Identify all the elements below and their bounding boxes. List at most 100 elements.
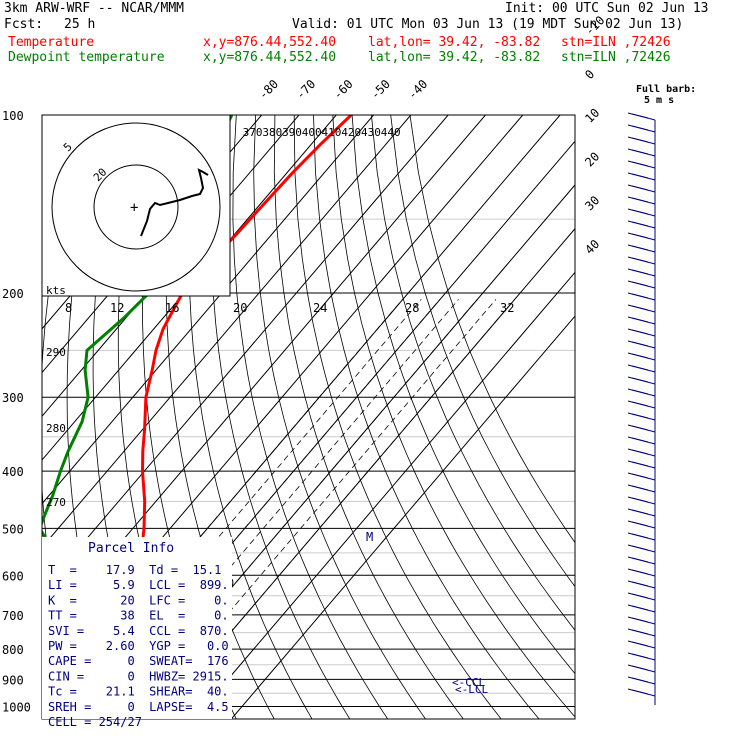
pressure-label: 600	[2, 569, 24, 583]
left-theta-label: 280	[46, 422, 66, 435]
wind-barb	[627, 184, 656, 193]
wind-barb	[627, 268, 656, 277]
forecast-label: Fcst:	[4, 17, 44, 32]
dry-adiabat-line	[313, 115, 540, 719]
isotherm-line	[42, 115, 337, 461]
wind-barb	[627, 232, 656, 241]
hodograph-ring	[93, 164, 179, 250]
pressure-label: 400	[2, 465, 24, 479]
plot-frame	[41, 114, 576, 720]
wind-barb	[627, 676, 656, 685]
dewpoint-station: stn=ILN ,72426	[561, 50, 671, 65]
parcel-line: CIN = 0 HWBZ= 2915.	[48, 669, 229, 683]
wind-barb-flag	[627, 592, 649, 599]
wind-barb	[627, 592, 656, 601]
isotherm-label: 0	[582, 67, 597, 82]
pressure-label: 100	[2, 109, 24, 123]
moist-adiabat-line	[156, 299, 515, 719]
dry-adiabat-line	[273, 115, 464, 719]
dry-adiabat-line	[351, 115, 575, 675]
wind-scale-label: 16	[165, 301, 179, 315]
wind-barb-flag	[627, 244, 649, 251]
wind-scale-label: 28	[405, 301, 419, 315]
dry-adiabat-line	[293, 115, 502, 719]
wind-barb-unit: 5 m s	[644, 95, 674, 106]
isotherm-label: 40	[582, 237, 602, 257]
wind-barb	[627, 568, 656, 577]
isotherm-label: -40	[405, 77, 430, 102]
dry-adiabat-line	[390, 115, 575, 588]
wind-barb	[627, 304, 656, 313]
wind-barb-flag	[627, 484, 649, 491]
wind-barb-flag	[627, 220, 649, 227]
wind-barb	[627, 388, 656, 397]
wind-barb	[627, 256, 656, 265]
wind-barb-flag	[627, 172, 649, 179]
theta-label: 390	[282, 126, 302, 139]
wind-barb	[627, 148, 656, 157]
wind-barb	[627, 556, 656, 565]
hodograph-ring	[51, 122, 221, 292]
temperature-latlon: lat,lon= 39.42, -83.82	[368, 35, 541, 50]
wind-barb-flag	[627, 412, 649, 419]
theta-label: 380	[262, 126, 282, 139]
wind-barb-flag	[627, 640, 649, 647]
wind-barb-flag	[627, 460, 649, 467]
wind-barb-flag	[627, 280, 649, 287]
parcel-line: CELL = 254/27	[48, 715, 142, 729]
wind-barb-flag	[627, 196, 649, 203]
wind-barb-flag	[627, 112, 649, 119]
wind-scale-label: 20	[233, 301, 247, 315]
dry-adiabat-line	[0, 115, 24, 719]
wind-barb	[627, 496, 656, 505]
wind-barb	[627, 136, 656, 145]
parcel-title: Parcel Info	[88, 541, 174, 556]
wind-barb	[627, 448, 656, 457]
parcel-line: K = 20 LFC = 0.	[48, 593, 229, 607]
theta-label: 410	[322, 126, 342, 139]
isotherm-label: 10	[582, 106, 602, 126]
hodograph-box	[41, 114, 231, 297]
theta-label: 420	[341, 126, 361, 139]
wind-barb-flag	[627, 352, 649, 359]
wind-barb	[627, 484, 656, 493]
theta-label: 440	[381, 126, 401, 139]
temperature-xy: x,y=876.44,552.40	[203, 35, 337, 50]
wind-barb-flag	[627, 652, 649, 659]
init-time: Init: 00 UTC Sun 02 Jun 13	[505, 1, 709, 16]
dewpoint-xy: x,y=876.44,552.40	[203, 50, 337, 65]
wind-barb	[627, 520, 656, 529]
wind-barb	[627, 208, 656, 217]
wind-barb-flag	[627, 160, 649, 167]
wind-barb-flag	[627, 400, 649, 407]
wind-barb-flag	[627, 688, 649, 695]
wind-barb-flag	[627, 124, 649, 131]
wind-barb	[627, 532, 656, 541]
parcel-line: Tc = 21.1 SHEAR= 40.	[48, 685, 229, 699]
wind-barb	[627, 220, 656, 229]
theta-label: 430	[361, 126, 381, 139]
pressure-label: 500	[2, 522, 24, 536]
wind-barb-flag	[627, 208, 649, 215]
parcel-line: LI = 5.9 LCL = 899.	[48, 578, 229, 592]
wind-barb-flag	[627, 508, 649, 515]
wind-barb	[627, 616, 656, 625]
wind-barb-flag	[627, 184, 649, 191]
lfc-mark: M	[366, 530, 373, 544]
wind-barb-flag	[627, 520, 649, 527]
isotherm-line	[193, 271, 575, 719]
theta-label: 400	[302, 126, 322, 139]
dewpoint-legend: Dewpoint temperature	[8, 50, 165, 65]
wind-barb-flag	[627, 316, 649, 323]
wind-barb	[627, 340, 656, 349]
wind-barb	[627, 196, 656, 205]
lcl-label: <-LCL	[455, 683, 488, 696]
wind-barb	[627, 112, 656, 121]
wind-barb-flag	[627, 628, 649, 635]
wind-barb-flag	[627, 544, 649, 551]
parcel-box	[42, 537, 232, 719]
wind-barb-flag	[627, 268, 649, 275]
wind-barb	[627, 472, 656, 481]
wind-barb	[627, 400, 656, 409]
temperature-station: stn=ILN ,72426	[561, 35, 671, 50]
